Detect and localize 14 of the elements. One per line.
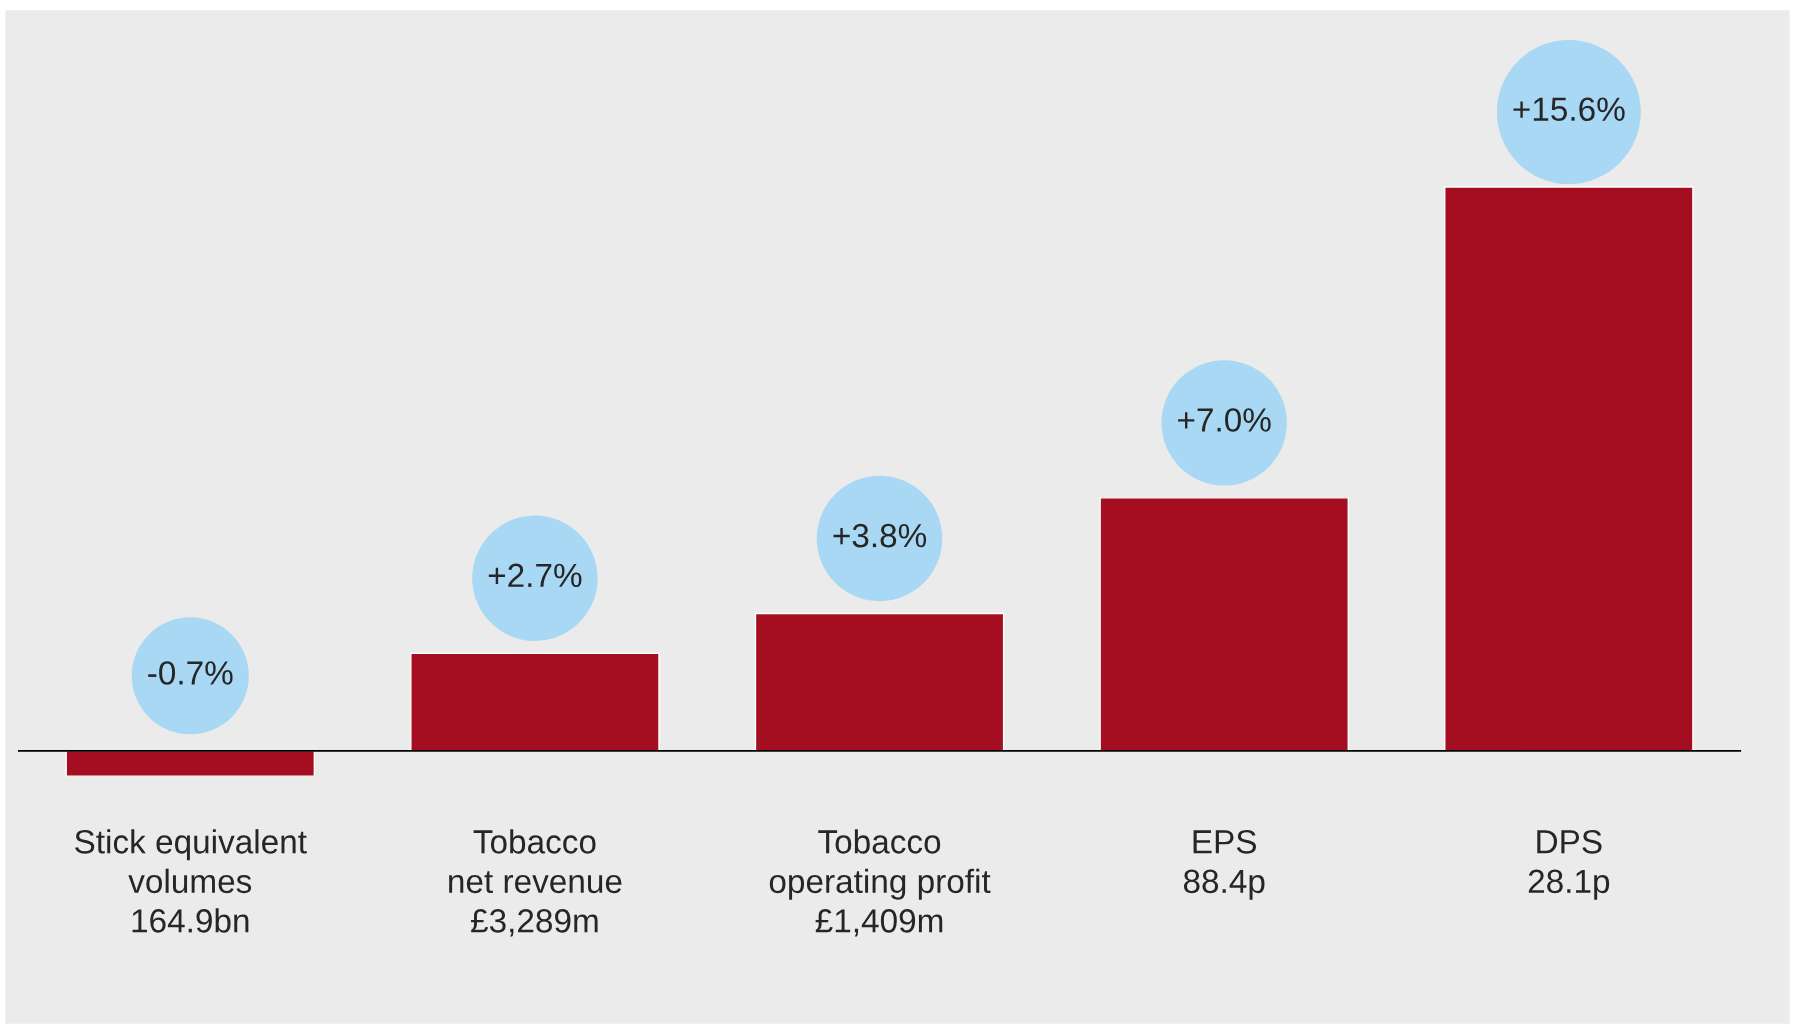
x-tick-label: Stick equivalent volumes 164.9bn: [75, 829, 307, 933]
data-label: +15.6%: [1513, 97, 1625, 122]
bar: [410, 652, 660, 752]
x-tick-label: EPS 88.4p: [1183, 830, 1265, 900]
data-label: +7.0%: [1178, 408, 1271, 432]
x-tick-label: Tobacco operating profit £1,409m: [769, 829, 991, 937]
bar: [65, 750, 316, 777]
bar: [1099, 497, 1349, 752]
data-label: -0.7%: [148, 661, 233, 685]
x-tick-label: DPS 28.1p: [1528, 830, 1610, 900]
bar: [754, 612, 1005, 752]
data-label: +3.8%: [833, 523, 927, 548]
data-label: +2.7%: [488, 563, 582, 588]
x-tick-label: Tobacco net revenue £3,289m: [449, 829, 622, 937]
